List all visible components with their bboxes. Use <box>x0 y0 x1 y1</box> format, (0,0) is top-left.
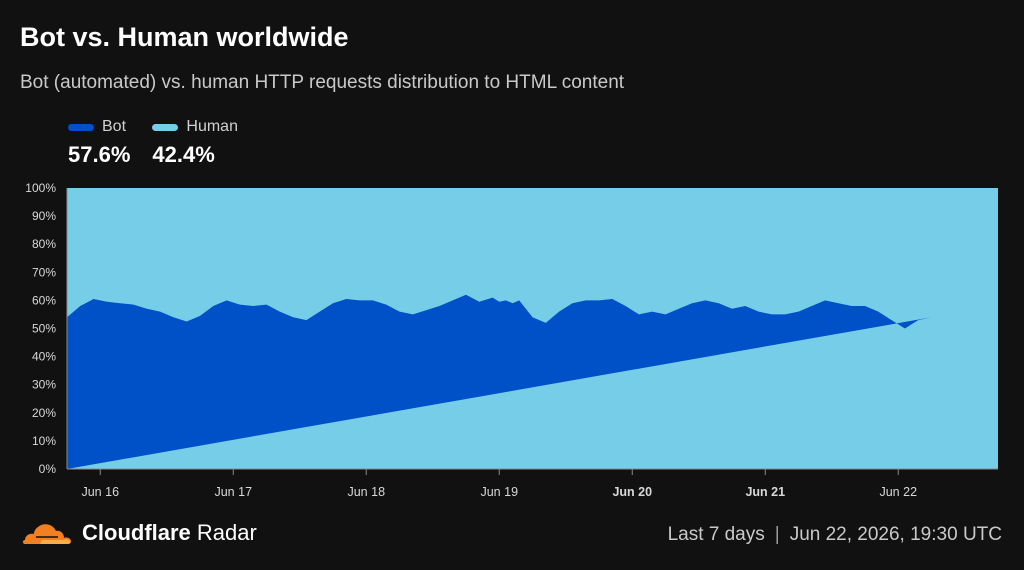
y-tick-label: 90% <box>32 209 56 223</box>
timestamp: Jun 22, 2026, 19:30 UTC <box>789 524 1002 545</box>
y-tick-label: 100% <box>25 181 56 195</box>
x-axis: Jun 16 Jun 17 Jun 18 Jun 19 Jun 20 Jun 21 Jun … <box>67 468 998 499</box>
legend: Bot 57.6% Human 42.4% <box>68 118 238 168</box>
y-axis: 0% 10% 20% 30% 40% 50% 60% 70% 80% 90% 100% <box>25 181 68 476</box>
brand-name: Cloudflare Radar <box>82 520 257 545</box>
series-bot-area <box>67 294 932 469</box>
legend-swatch-human <box>152 123 179 131</box>
y-tick-label: 10% <box>32 434 56 448</box>
legend-label-human: Human <box>186 118 238 135</box>
legend-label-bot: Bot <box>102 118 127 135</box>
cloudflare-radar-logo[interactable]: Cloudflare Radar <box>20 520 257 546</box>
legend-item-human[interactable]: Human 42.4% <box>152 118 238 168</box>
y-tick-label: 70% <box>32 265 56 279</box>
footer-meta: Last 7 days | Jun 22, 2026, 19:30 UTC <box>668 524 1002 546</box>
x-tick-label: Jun 20 <box>612 485 652 499</box>
separator: | <box>774 524 780 545</box>
chart-title: Bot vs. Human worldwide <box>20 22 349 52</box>
legend-value-human: 42.4% <box>152 142 215 167</box>
period-label: Last 7 days <box>667 524 765 545</box>
y-tick-label: 80% <box>32 237 56 251</box>
cloudflare-cloud-icon <box>22 524 72 544</box>
chart-subtitle: Bot (automated) vs. human HTTP requests … <box>20 72 625 93</box>
x-tick-label: Jun 19 <box>480 485 518 499</box>
x-tick-label: Jun 17 <box>214 485 252 499</box>
y-tick-label: 0% <box>39 462 57 476</box>
y-tick-label: 30% <box>32 378 56 392</box>
y-tick-label: 40% <box>32 350 56 364</box>
x-tick-label: Jun 16 <box>81 485 119 499</box>
area-chart: 0% 10% 20% 30% 40% 50% 60% 70% 80% 90% 100% Jun 16… <box>25 181 998 499</box>
x-tick-label: Jun 22 <box>879 485 917 499</box>
y-tick-label: 20% <box>32 406 56 420</box>
legend-swatch-bot <box>68 123 94 131</box>
legend-item-bot[interactable]: Bot 57.6% <box>68 118 130 168</box>
y-tick-label: 60% <box>32 293 56 307</box>
legend-value-bot: 57.6% <box>68 142 131 167</box>
x-tick-label: Jun 18 <box>347 485 385 499</box>
x-tick-label: Jun 21 <box>745 485 785 499</box>
plot-area <box>67 188 998 469</box>
y-tick-label: 50% <box>32 322 56 336</box>
